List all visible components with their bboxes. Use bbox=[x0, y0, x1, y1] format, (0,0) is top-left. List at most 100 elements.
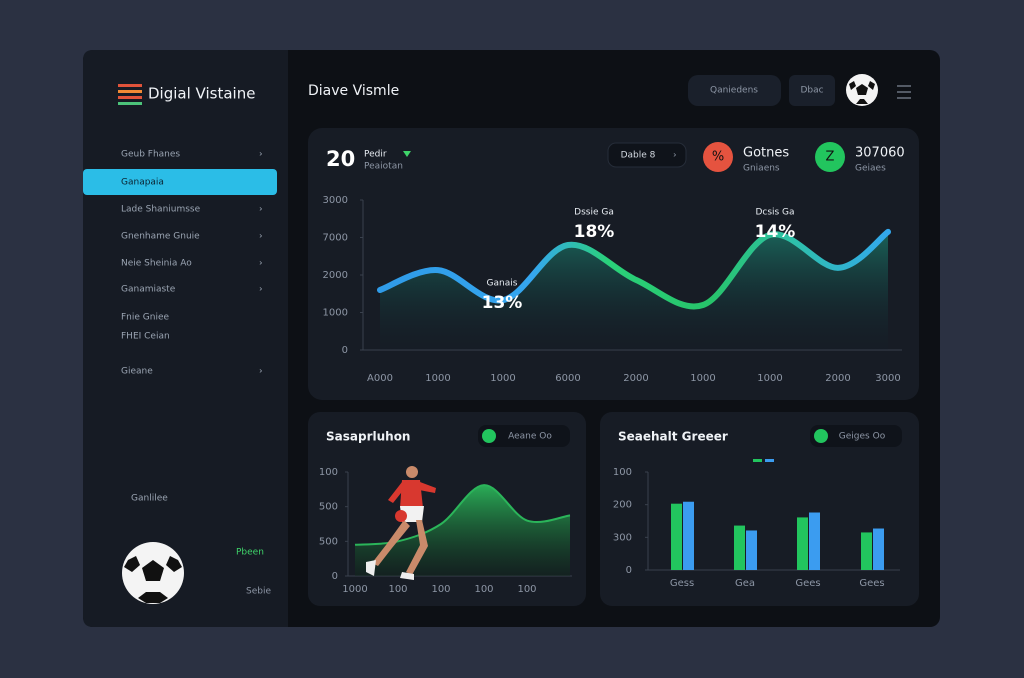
bar bbox=[683, 501, 694, 570]
area-badge-label: Aeane Oo bbox=[508, 432, 552, 442]
nav-chevron: › bbox=[259, 150, 263, 160]
nav-item: Gieane bbox=[121, 367, 153, 377]
badge-2 bbox=[815, 142, 845, 172]
avatar-ball bbox=[846, 74, 878, 106]
badge-2-icon: Z bbox=[826, 150, 835, 165]
area-title: Sasaprluhon bbox=[326, 430, 410, 444]
nav-chevron: › bbox=[259, 259, 263, 269]
y-tick-label: 200 bbox=[613, 500, 632, 511]
line bbox=[377, 228, 891, 310]
nav: Geub Fhanes › Ganapaia Lade Shaniumsse › Gnen… bbox=[121, 150, 263, 504]
y-tick-label: 100 bbox=[613, 467, 632, 478]
nav-item: Gnenhame Gnuie bbox=[121, 232, 200, 242]
nav-item: Fnie Gniee bbox=[121, 313, 169, 323]
x-tick-label: 100 bbox=[431, 584, 450, 595]
x-tick-label: 2000 bbox=[825, 373, 850, 384]
footer-note: Sebie bbox=[246, 587, 271, 597]
nav-item: Ganamiaste bbox=[121, 285, 176, 295]
y-tick-label: 2000 bbox=[323, 270, 348, 281]
y-tick-label: 500 bbox=[319, 536, 338, 547]
sidebar bbox=[83, 50, 288, 627]
area-badge-dot bbox=[482, 429, 496, 443]
search-placeholder: Qaniedens bbox=[710, 86, 758, 96]
badge-1-title: Gotnes bbox=[743, 146, 789, 161]
x-tick-label: 100 bbox=[388, 584, 407, 595]
bar bbox=[873, 528, 884, 570]
y-tick-label: 300 bbox=[613, 532, 632, 543]
nav-chevron: › bbox=[259, 232, 263, 242]
stat-count-sub: Peaiotan bbox=[364, 162, 403, 172]
x-tick-label: Gees bbox=[859, 578, 884, 589]
x-tick-label: 1000 bbox=[425, 373, 450, 384]
search-box[interactable] bbox=[688, 75, 781, 106]
annotation-value: 14% bbox=[755, 222, 796, 242]
y-tick-label: 3000 bbox=[323, 195, 348, 206]
x-tick-label: 100 bbox=[517, 584, 536, 595]
y-tick-label: 0 bbox=[332, 571, 338, 582]
badge-1-icon: % bbox=[712, 150, 724, 165]
bar bbox=[734, 525, 745, 570]
y-tick-label: 0 bbox=[342, 345, 348, 356]
football-icon bbox=[122, 542, 184, 604]
brand: Digial Vistaine bbox=[148, 85, 255, 103]
player-figure bbox=[366, 466, 436, 580]
badge-2-title: 307060 bbox=[855, 146, 905, 161]
x-tick-label: Gea bbox=[735, 578, 755, 589]
annotation-label: Dcsis Ga bbox=[755, 208, 794, 218]
nav-item: Neie Sheinia Ao bbox=[121, 259, 192, 269]
x-tick-label: 1000 bbox=[490, 373, 515, 384]
annotation-label: Dssie Ga bbox=[574, 208, 614, 218]
badge-1 bbox=[703, 142, 733, 172]
y-tick-label: 0 bbox=[626, 565, 632, 576]
logo bbox=[118, 84, 142, 105]
filter-button[interactable] bbox=[607, 142, 687, 168]
bar-badge[interactable] bbox=[810, 425, 902, 447]
bar bbox=[861, 532, 872, 570]
bar-title: Seaehalt Greeer bbox=[618, 430, 728, 444]
y-tick-label: 7000 bbox=[323, 233, 348, 244]
annotation-label: Ganais bbox=[487, 279, 518, 289]
nav-item: Ganlilee bbox=[131, 494, 168, 504]
header-button-label: Dbac bbox=[800, 86, 823, 96]
x-tick-label: 2000 bbox=[623, 373, 648, 384]
nav-chevron: › bbox=[259, 205, 263, 215]
x-tick-label: A000 bbox=[367, 373, 393, 384]
stat-count: 20 bbox=[326, 147, 355, 171]
nav-active-bg bbox=[83, 169, 277, 195]
area-badge[interactable] bbox=[478, 425, 570, 447]
area-fill bbox=[380, 231, 888, 350]
x-tick-label: 3000 bbox=[875, 373, 900, 384]
bar bbox=[671, 503, 682, 570]
bar bbox=[746, 530, 757, 570]
header-button[interactable] bbox=[789, 75, 835, 106]
annotation-value: 13% bbox=[482, 293, 523, 313]
y-tick-label: 500 bbox=[319, 502, 338, 513]
filter-caret: › bbox=[673, 151, 677, 161]
x-tick-label: 100 bbox=[474, 584, 493, 595]
x-tick-label: 1000 bbox=[690, 373, 715, 384]
stat-count-label: Pedir bbox=[364, 150, 387, 160]
page-title: Diave Vismle bbox=[308, 83, 399, 99]
nav-chevron: › bbox=[259, 285, 263, 295]
menu-icon[interactable] bbox=[897, 85, 911, 99]
y-tick-label: 100 bbox=[319, 467, 338, 478]
badge-1-sub: Gniaens bbox=[743, 164, 780, 174]
y-tick-label: 1000 bbox=[323, 308, 348, 319]
x-tick-label: Gess bbox=[670, 578, 694, 589]
bar bbox=[809, 512, 820, 570]
nav-chevron: › bbox=[259, 367, 263, 377]
nav-item: FHEI Ceian bbox=[121, 332, 170, 342]
nav-item: Ganapaia bbox=[121, 178, 164, 188]
nav-item: Geub Fhanes bbox=[121, 150, 180, 160]
area-fill bbox=[355, 485, 570, 576]
bar bbox=[797, 517, 808, 570]
badge-2-sub: Geiaes bbox=[855, 164, 886, 174]
bar-badge-label: Geiges Oo bbox=[839, 432, 886, 442]
x-tick-label: Gees bbox=[795, 578, 820, 589]
nav-item: Lade Shaniumsse bbox=[121, 205, 201, 215]
annotation-value: 18% bbox=[574, 222, 615, 242]
filter-label: Dable 8 bbox=[621, 151, 656, 161]
